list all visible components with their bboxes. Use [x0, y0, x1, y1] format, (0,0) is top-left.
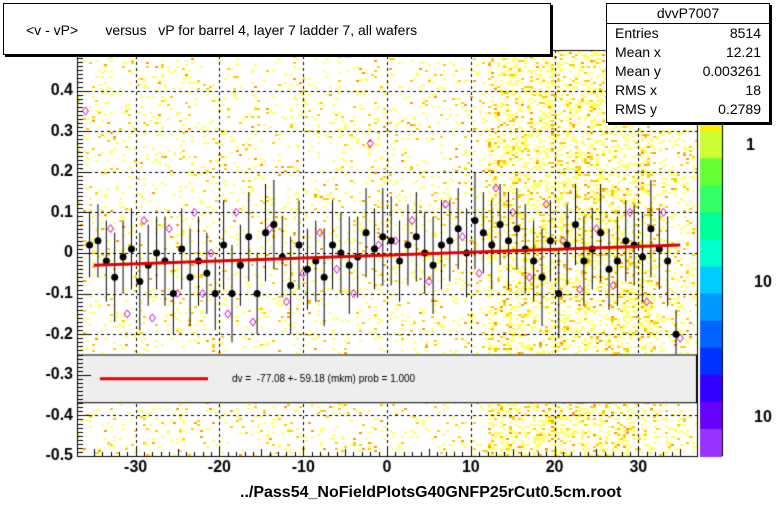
stats-row-mean-x: Mean x 12.21	[615, 44, 761, 60]
stats-row-mean-y: Mean y 0.003261	[615, 63, 761, 79]
stats-name: dvvP7007	[607, 4, 769, 24]
chart-title-box: <v - vP> versus vP for barrel 4, layer 7…	[3, 3, 551, 55]
chart-title: <v - vP> versus vP for barrel 4, layer 7…	[26, 22, 418, 38]
footer-file-label: ../Pass54_NoFieldPlotsG40GNFP25rCut0.5cm…	[240, 484, 622, 501]
stats-row-rms-y: RMS y 0.2789	[615, 101, 761, 117]
stats-row-rms-x: RMS x 18	[615, 82, 761, 98]
stats-row-entries: Entries 8514	[615, 25, 761, 41]
